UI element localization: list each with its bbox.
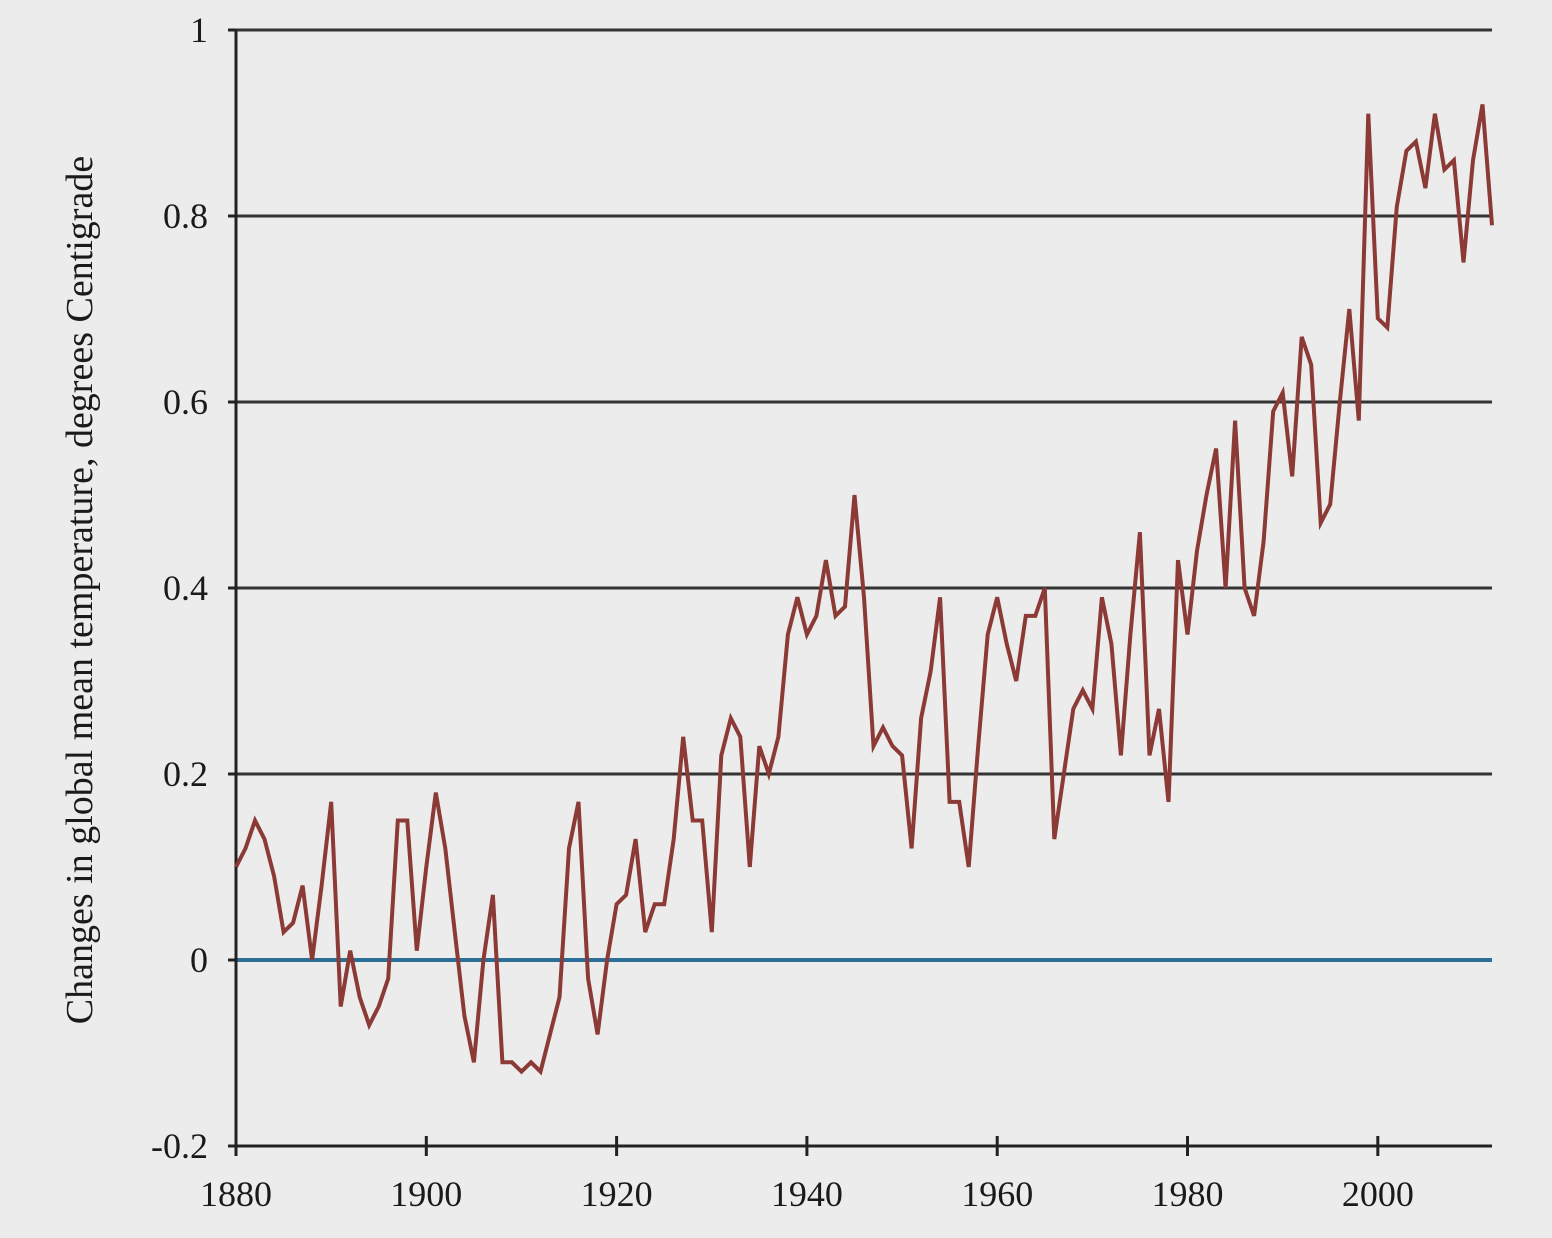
x-tick-label-6: 2000 [1342,1174,1414,1214]
series-line-0 [234,104,1494,1076]
x-tick-label-0: 1880 [200,1174,272,1214]
y-tick-label-4: 0.6 [163,382,208,422]
y-axis-title: Changes in global mean temperature, degr… [59,156,101,1024]
y-tick-label-6: 1 [190,10,208,50]
x-tick-label-3: 1940 [771,1174,843,1214]
x-tick-label-1: 1900 [390,1174,462,1214]
x-tick-label-4: 1960 [961,1174,1033,1214]
y-tick-label-0: -0.2 [151,1126,208,1166]
y-tick-label-1: 0 [190,940,208,980]
y-tick-label-2: 0.2 [163,754,208,794]
y-tick-label-3: 0.4 [163,568,208,608]
x-tick-label-2: 1920 [581,1174,653,1214]
y-tick-label-5: 0.8 [163,196,208,236]
x-tick-label-5: 1980 [1152,1174,1224,1214]
